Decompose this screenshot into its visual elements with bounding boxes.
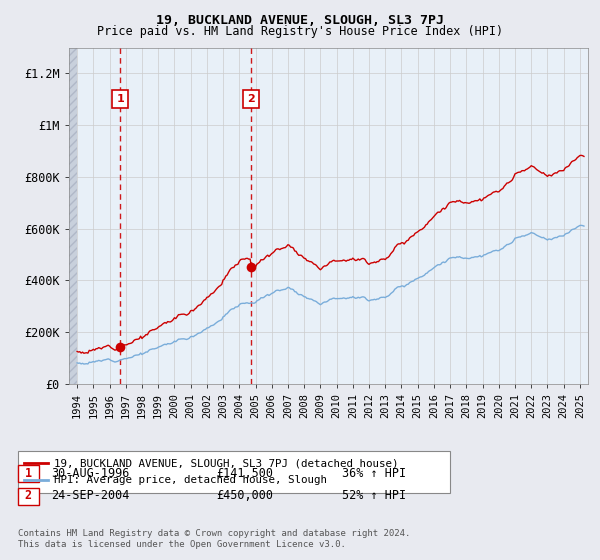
Text: £141,500: £141,500 bbox=[216, 466, 273, 480]
Text: 52% ↑ HPI: 52% ↑ HPI bbox=[342, 489, 406, 502]
Text: 19, BUCKLAND AVENUE, SLOUGH, SL3 7PJ: 19, BUCKLAND AVENUE, SLOUGH, SL3 7PJ bbox=[156, 14, 444, 27]
Text: 19, BUCKLAND AVENUE, SLOUGH, SL3 7PJ (detached house): 19, BUCKLAND AVENUE, SLOUGH, SL3 7PJ (de… bbox=[54, 458, 398, 468]
Text: 1: 1 bbox=[116, 94, 124, 104]
Text: 1: 1 bbox=[25, 466, 32, 480]
Text: 2: 2 bbox=[25, 489, 32, 502]
Text: £450,000: £450,000 bbox=[216, 489, 273, 502]
Text: 36% ↑ HPI: 36% ↑ HPI bbox=[342, 466, 406, 480]
Text: 2: 2 bbox=[247, 94, 255, 104]
Text: HPI: Average price, detached house, Slough: HPI: Average price, detached house, Slou… bbox=[54, 475, 327, 485]
Text: Contains HM Land Registry data © Crown copyright and database right 2024.
This d: Contains HM Land Registry data © Crown c… bbox=[18, 529, 410, 549]
Bar bbox=[69, 48, 77, 384]
Text: 30-AUG-1996: 30-AUG-1996 bbox=[51, 466, 130, 480]
Text: 24-SEP-2004: 24-SEP-2004 bbox=[51, 489, 130, 502]
Text: Price paid vs. HM Land Registry's House Price Index (HPI): Price paid vs. HM Land Registry's House … bbox=[97, 25, 503, 38]
